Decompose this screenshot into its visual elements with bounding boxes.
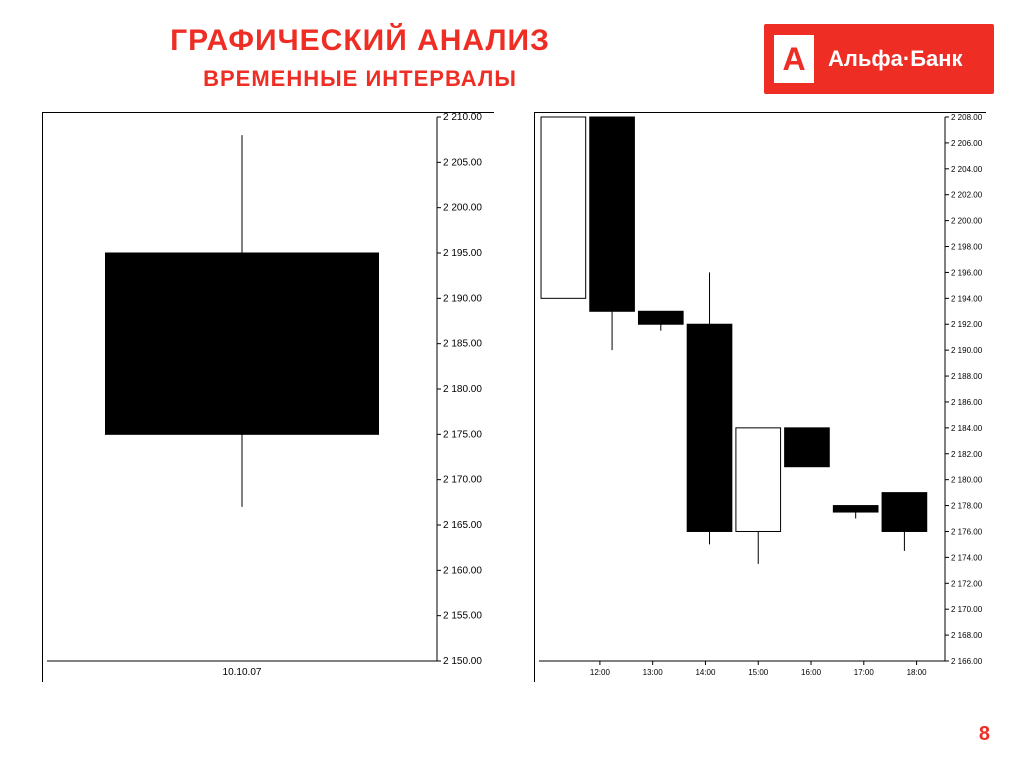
- svg-text:2 195.00: 2 195.00: [443, 248, 482, 259]
- svg-text:2 198.00: 2 198.00: [951, 243, 983, 252]
- svg-text:16:00: 16:00: [801, 668, 822, 677]
- svg-text:2 185.00: 2 185.00: [443, 339, 482, 350]
- svg-text:10.10.07: 10.10.07: [223, 667, 262, 678]
- svg-text:2 200.00: 2 200.00: [951, 217, 983, 226]
- svg-text:2 180.00: 2 180.00: [951, 476, 983, 485]
- svg-text:2 200.00: 2 200.00: [443, 203, 482, 214]
- svg-text:2 205.00: 2 205.00: [443, 157, 482, 168]
- svg-text:17:00: 17:00: [854, 668, 875, 677]
- svg-text:2 170.00: 2 170.00: [951, 605, 983, 614]
- svg-text:2 175.00: 2 175.00: [443, 429, 482, 440]
- svg-text:2 210.00: 2 210.00: [443, 113, 482, 123]
- svg-text:2 190.00: 2 190.00: [443, 293, 482, 304]
- svg-text:2 170.00: 2 170.00: [443, 475, 482, 486]
- svg-text:2 186.00: 2 186.00: [951, 398, 983, 407]
- svg-text:2 172.00: 2 172.00: [951, 579, 983, 588]
- svg-text:2 180.00: 2 180.00: [443, 384, 482, 395]
- svg-text:2 208.00: 2 208.00: [951, 113, 983, 122]
- svg-text:2 194.00: 2 194.00: [951, 294, 983, 303]
- svg-text:2 204.00: 2 204.00: [951, 165, 983, 174]
- svg-text:2 168.00: 2 168.00: [951, 631, 983, 640]
- svg-text:2 196.00: 2 196.00: [951, 268, 983, 277]
- page-number: 8: [979, 723, 990, 746]
- svg-text:15:00: 15:00: [748, 668, 769, 677]
- svg-text:2 184.00: 2 184.00: [951, 424, 983, 433]
- svg-text:2 165.00: 2 165.00: [443, 520, 482, 531]
- svg-text:18:00: 18:00: [907, 668, 928, 677]
- svg-text:2 176.00: 2 176.00: [951, 527, 983, 536]
- svg-text:14:00: 14:00: [695, 668, 716, 677]
- slide: ГРАФИЧЕСКИЙ АНАЛИЗ ВРЕМЕННЫЕ ИНТЕРВАЛЫ A…: [0, 0, 1024, 768]
- svg-text:2 206.00: 2 206.00: [951, 139, 983, 148]
- logo-mark: A: [774, 35, 814, 83]
- page-subtitle: ВРЕМЕННЫЕ ИНТЕРВАЛЫ: [0, 66, 720, 92]
- svg-text:2 166.00: 2 166.00: [951, 657, 983, 666]
- svg-text:2 155.00: 2 155.00: [443, 611, 482, 622]
- svg-text:2 190.00: 2 190.00: [951, 346, 983, 355]
- right-candlestick-chart: 2 166.00 2 168.00 2 170.00 2 172.00 2 174.00…: [534, 112, 986, 682]
- svg-text:2 182.00: 2 182.00: [951, 450, 983, 459]
- svg-text:2 174.00: 2 174.00: [951, 553, 983, 562]
- svg-text:13:00: 13:00: [643, 668, 664, 677]
- svg-text:2 160.00: 2 160.00: [443, 565, 482, 576]
- left-candlestick-chart: 2 150.00 2 155.00 2 160.00 2 165.00 2 170.00…: [42, 112, 494, 682]
- svg-text:2 188.00: 2 188.00: [951, 372, 983, 381]
- svg-text:2 150.00: 2 150.00: [443, 656, 482, 667]
- brand-logo: A Альфа·Банк: [764, 24, 994, 94]
- svg-text:2 202.00: 2 202.00: [951, 191, 983, 200]
- svg-text:2 192.00: 2 192.00: [951, 320, 983, 329]
- svg-text:2 178.00: 2 178.00: [951, 502, 983, 511]
- svg-text:12:00: 12:00: [590, 668, 611, 677]
- logo-text: Альфа·Банк: [828, 46, 963, 72]
- page-title: ГРАФИЧЕСКИЙ АНАЛИЗ: [0, 24, 720, 58]
